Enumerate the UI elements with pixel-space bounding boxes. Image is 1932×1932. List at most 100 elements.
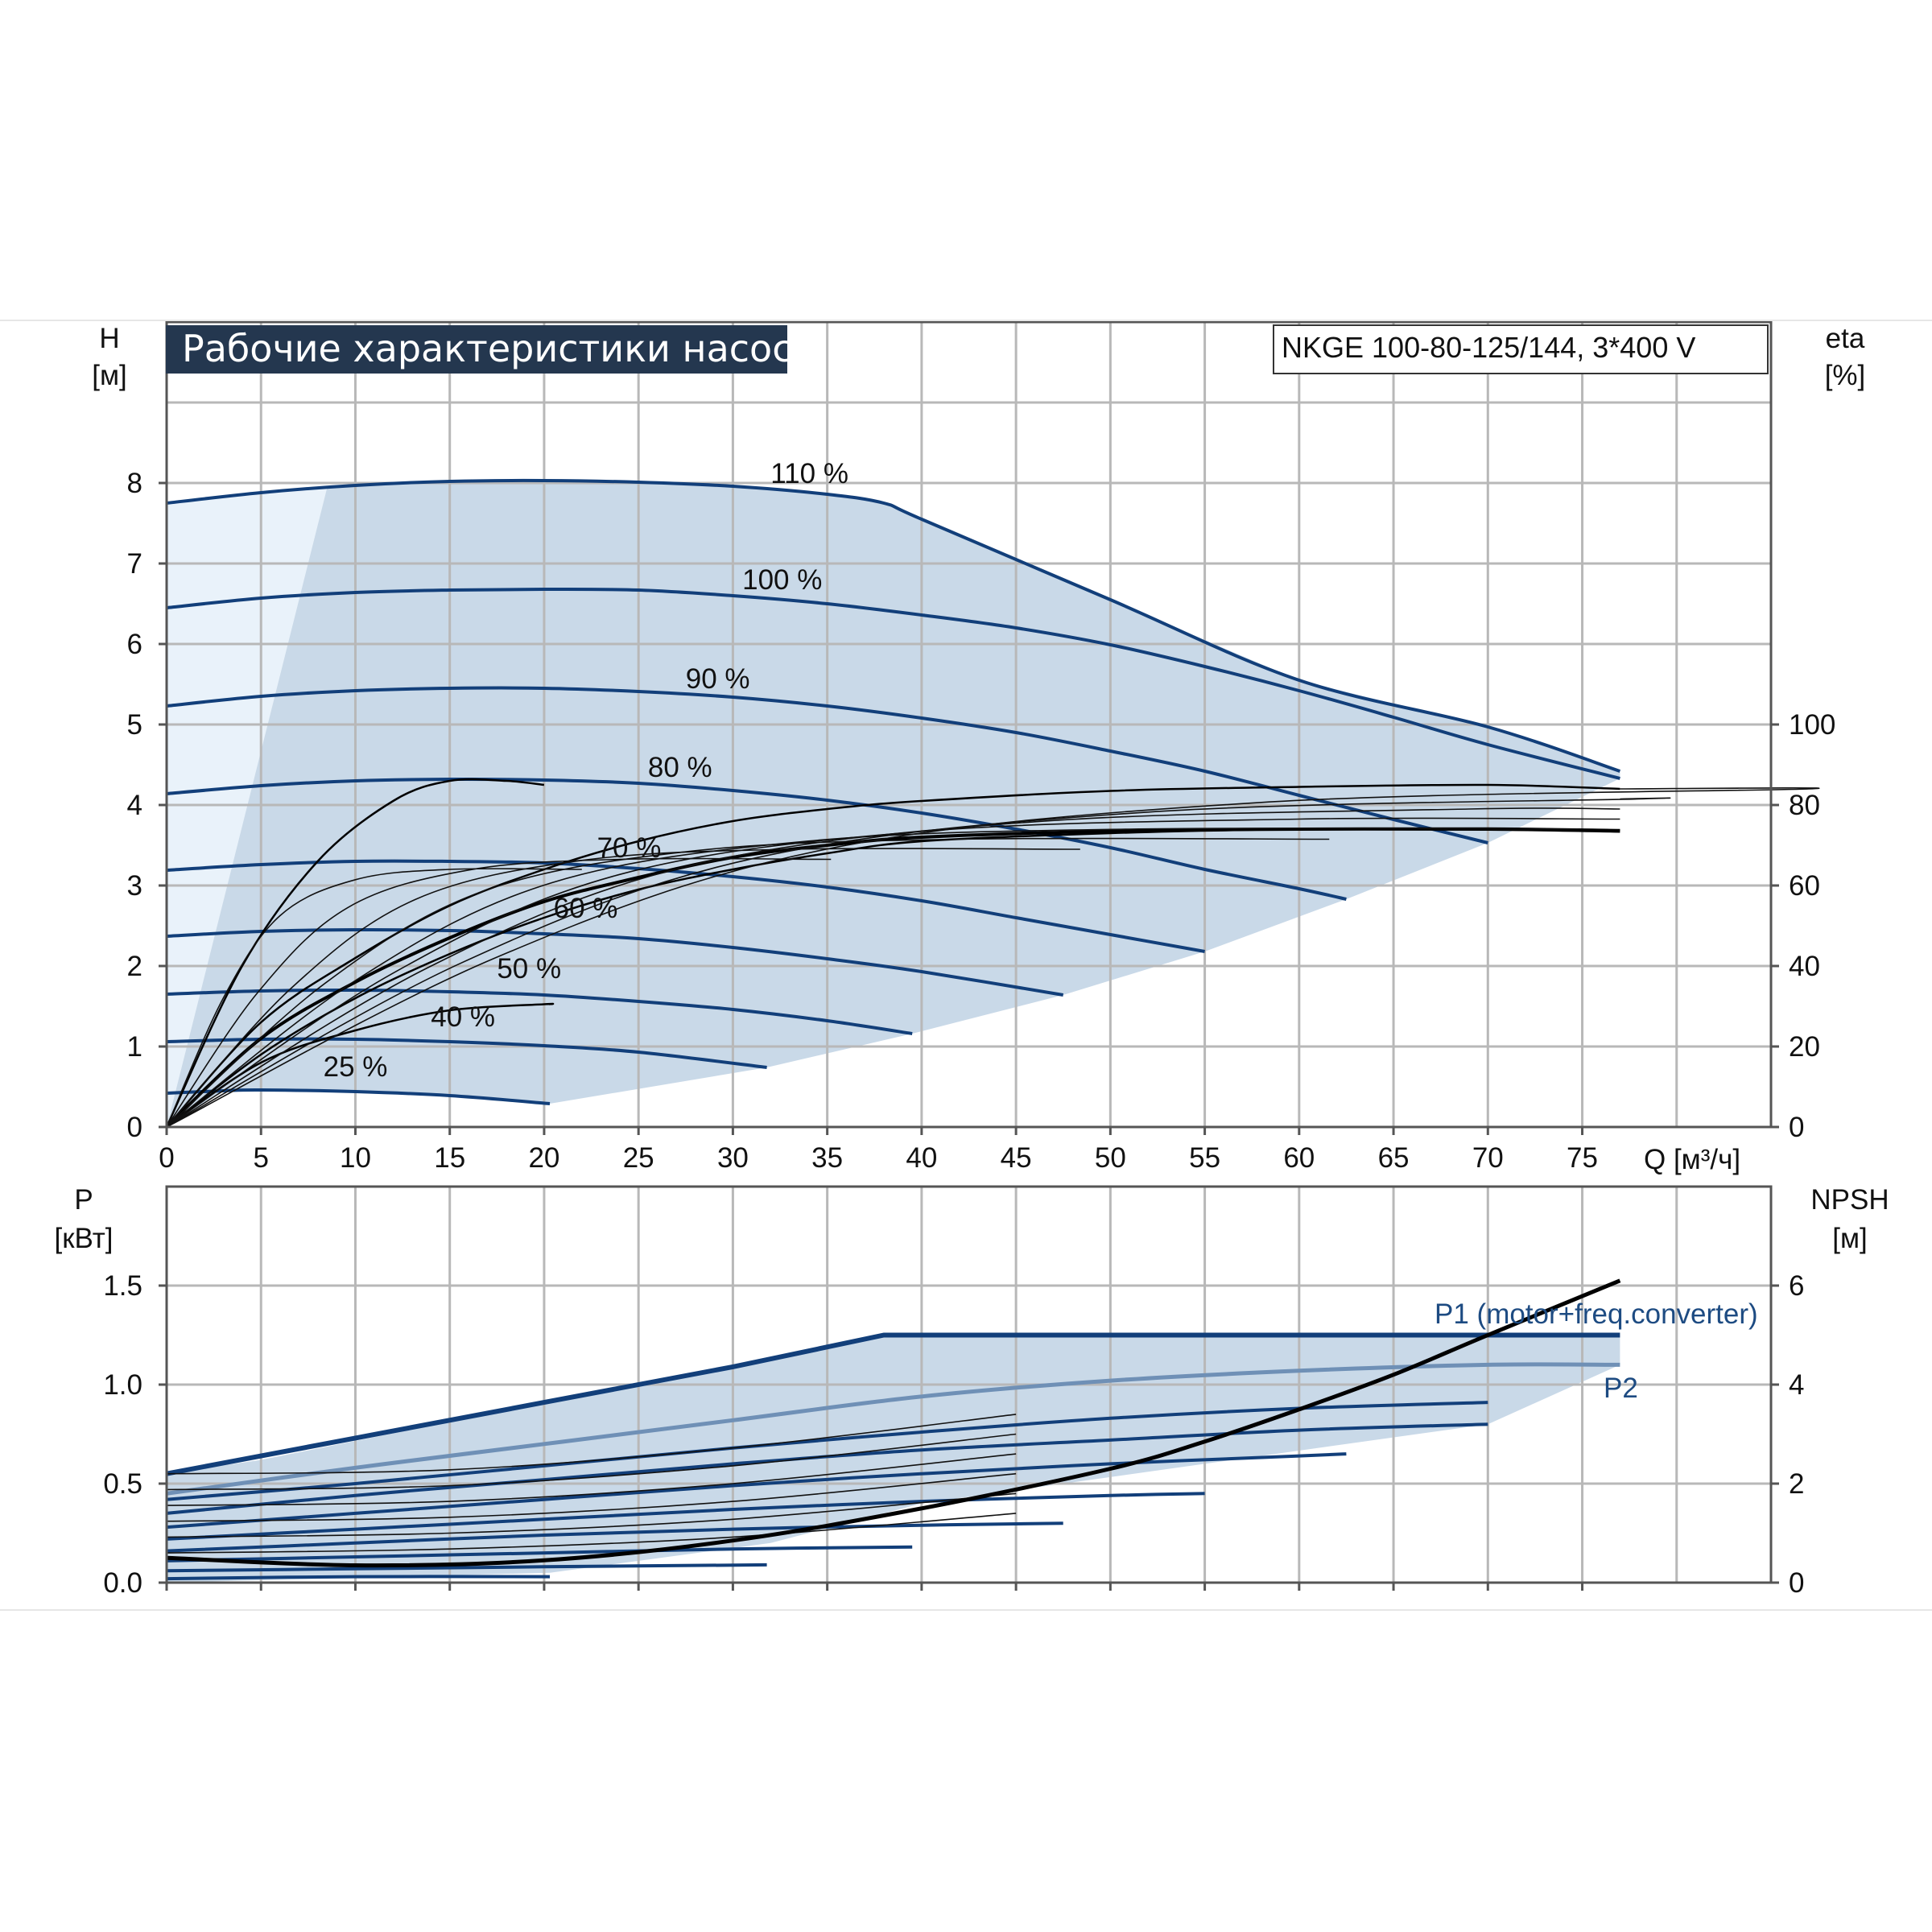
power-curve <box>166 1575 551 1581</box>
head-curve-100 <box>166 587 1620 780</box>
y-axis-label-h: H <box>99 323 119 354</box>
eta-curve <box>166 828 1579 1128</box>
y-tick-label: 1 <box>127 1031 142 1063</box>
y2-tick-label: 0 <box>1789 1112 1804 1143</box>
y2-axis-unit-npsh: [м] <box>1832 1223 1868 1254</box>
x-tick-label: 70 <box>1472 1142 1504 1174</box>
eta-curve <box>166 786 1820 1128</box>
loss-curve <box>166 1414 1017 1475</box>
eta-curve <box>166 868 582 1128</box>
eta-curves <box>165 778 1820 1129</box>
speed-label: 25 % <box>324 1051 388 1083</box>
y2-tick-label: 6 <box>1789 1270 1804 1302</box>
power-curve <box>166 1401 1488 1501</box>
speed-labels: 110 % 100 % 90 % 80 % 70 % 60 % 50 %40 % 25 % <box>324 458 848 1083</box>
y2-tick-label: 0 <box>1789 1567 1804 1599</box>
speed-label: 110 % <box>770 458 848 489</box>
head-curves <box>166 478 1621 1105</box>
y2-tick-label: 40 <box>1789 951 1820 982</box>
x-tick-label: 55 <box>1189 1142 1220 1174</box>
x-tick-label: 30 <box>717 1142 749 1174</box>
y2-tick-label: 2 <box>1789 1468 1804 1500</box>
power-curve <box>166 1492 1205 1541</box>
eta-curve <box>166 848 1080 1128</box>
head-axes: 0 5 10 15 20 25 30 35 40 45 50 55 60 65 70 750123456780… <box>127 320 1835 1174</box>
eta-curve <box>166 783 1620 1128</box>
power-curve <box>166 1521 1063 1553</box>
p1-curve <box>166 1332 1620 1476</box>
head-panel: 0 5 10 15 20 25 30 35 40 45 50 55 60 65 70 750123456780… <box>127 320 1835 1174</box>
y-axis-unit-h: [м] <box>92 360 127 391</box>
power-axes: 0.0 0.5 1.0 1.5 0 2 4 6 <box>103 1185 1804 1599</box>
y-axis-label-p: P <box>74 1184 93 1216</box>
x-tick-label: 25 <box>623 1142 654 1174</box>
head-curve-110 <box>166 478 1621 773</box>
loss-curve <box>166 1492 1017 1538</box>
y2-axis-unit-eta: [%] <box>1825 360 1866 391</box>
speed-label: 100 % <box>742 564 822 596</box>
speed-label: 60 % <box>554 893 618 924</box>
npsh-curve <box>166 1278 1621 1568</box>
y2-tick-label: 60 <box>1789 870 1820 902</box>
x-tick-label: 60 <box>1283 1142 1315 1174</box>
y-tick-label: 4 <box>127 790 142 821</box>
p2-curve <box>166 1362 1620 1496</box>
head-grid <box>165 322 1771 1127</box>
x-tick-label: 15 <box>434 1142 465 1174</box>
eta-curve <box>166 807 1620 1128</box>
head-curve-90 <box>166 686 1488 844</box>
y-tick-label: 8 <box>127 468 142 499</box>
eta-curve <box>166 857 832 1128</box>
x-tick-label: 75 <box>1567 1142 1598 1174</box>
eta-curve <box>165 778 545 1128</box>
speed-label: 50 % <box>497 953 561 985</box>
x-tick-label: 20 <box>528 1142 559 1174</box>
y-tick-label: 7 <box>127 548 142 580</box>
speed-label: 70 % <box>597 832 662 864</box>
x-tick-label: 10 <box>340 1142 371 1174</box>
y2-tick-label: 20 <box>1789 1031 1820 1063</box>
x-tick-label: 45 <box>1001 1142 1032 1174</box>
y2-tick-label: 80 <box>1789 790 1820 821</box>
head-curve-80 <box>166 777 1347 901</box>
power-curve <box>166 1545 913 1563</box>
x-tick-label: 50 <box>1095 1142 1126 1174</box>
x-tick-label: 35 <box>811 1142 843 1174</box>
speed-label: 80 % <box>648 752 712 783</box>
title-box <box>166 325 787 374</box>
power-curves <box>166 1278 1621 1581</box>
loss-curve <box>166 1453 1017 1506</box>
power-curve <box>166 1452 1347 1530</box>
speed-label: 90 % <box>686 663 750 695</box>
series-label-p2: P2 <box>1604 1373 1638 1404</box>
y-tick-label: 0.0 <box>103 1567 142 1599</box>
head-curve-70 <box>166 859 1205 953</box>
y2-tick-label: 100 <box>1789 709 1835 741</box>
eta-curve <box>166 817 1620 1128</box>
x-tick-label: 65 <box>1378 1142 1410 1174</box>
x-axis-label: Q [м³/ч] <box>1644 1144 1740 1175</box>
power-panel: 0.0 0.5 1.0 1.5 0 2 4 6 <box>103 1185 1804 1599</box>
y-tick-label: 3 <box>127 870 142 902</box>
y-tick-label: 6 <box>127 629 142 660</box>
y2-tick-label: 4 <box>1789 1369 1804 1401</box>
loss-curve <box>166 1472 1017 1522</box>
model-box <box>1273 324 1769 374</box>
y-tick-label: 1.5 <box>103 1270 142 1302</box>
y-tick-label: 1.0 <box>103 1369 142 1401</box>
y-tick-label: 2 <box>127 951 142 982</box>
y2-axis-label-npsh: NPSH <box>1810 1184 1889 1216</box>
y-tick-label: 0 <box>127 1112 142 1143</box>
head-curve-60 <box>166 927 1064 997</box>
series-label-p1: P1 (motor+freq.converter) <box>1435 1298 1758 1330</box>
eta-curve <box>166 837 1330 1128</box>
y2-axis-label-eta: eta <box>1826 323 1865 354</box>
x-tick-label: 40 <box>906 1142 937 1174</box>
power-curve <box>166 1563 767 1573</box>
speed-label: 40 % <box>431 1001 495 1033</box>
y-axis-unit-p: [кВт] <box>55 1223 114 1254</box>
y-tick-label: 5 <box>127 709 142 741</box>
eta-curve <box>166 797 1671 1128</box>
loss-curve <box>166 1513 1017 1554</box>
